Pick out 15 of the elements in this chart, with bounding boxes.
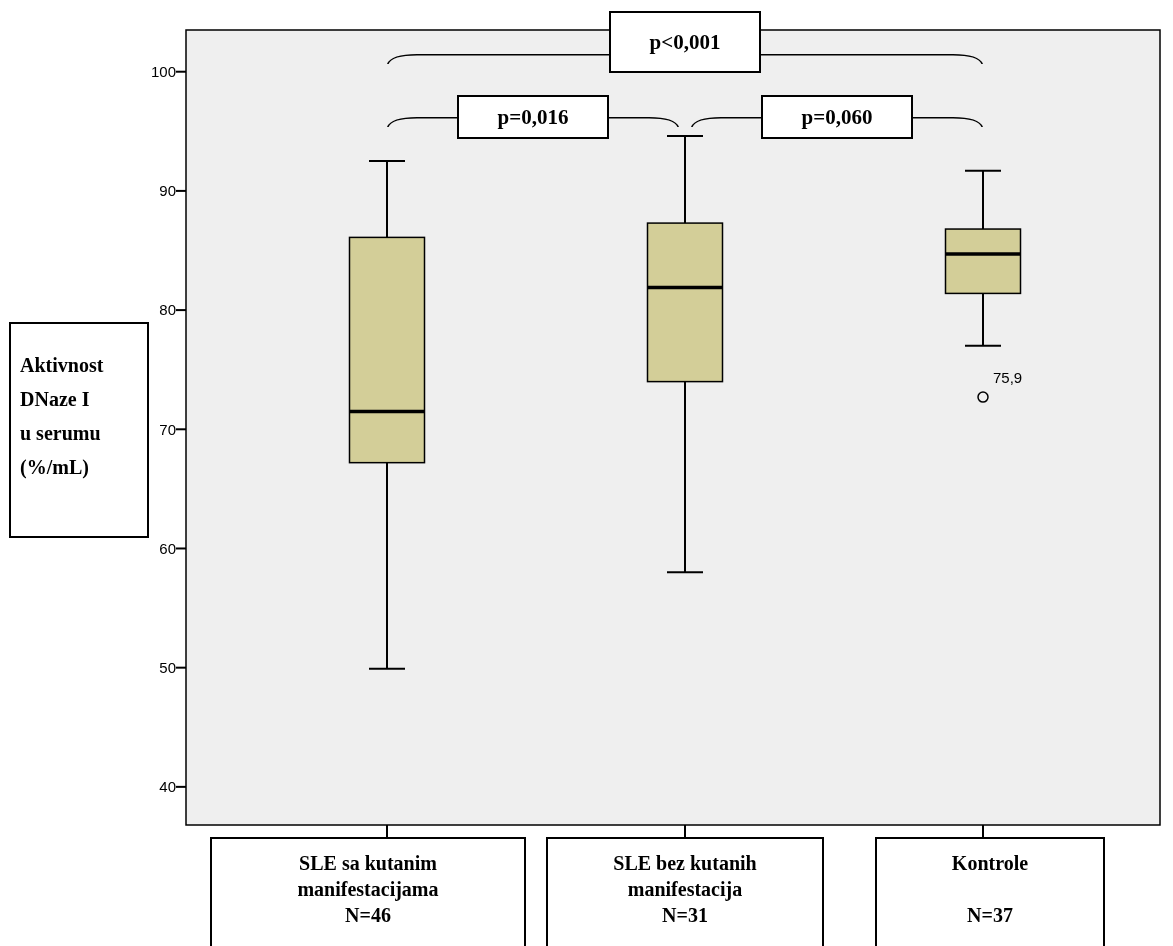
y-axis-title: Aktivnost DNaze I u serumu (%/mL): [20, 354, 104, 479]
annotation: 75,9: [993, 369, 1023, 387]
y-tick-label: 100: [150, 62, 176, 80]
y-tick-label: 60: [159, 539, 176, 557]
y-tick-label: 90: [159, 182, 176, 200]
x-tick-label: SLE bez kutanih manifestacija N=31: [613, 852, 757, 926]
y-tick-label: 50: [159, 658, 176, 676]
x-tick-label: SLE sa kutanim manifestacijama N=46: [297, 852, 439, 926]
y-tick-label: 40: [159, 778, 176, 796]
annotation: p=0,016: [497, 105, 569, 130]
category-label: Kontrole N=37: [951, 852, 1029, 926]
annotation: p=0,060: [801, 105, 873, 130]
y-tick-label: 70: [159, 420, 176, 438]
annotation: p<0,001: [649, 30, 721, 55]
y-tick-label: 80: [159, 301, 176, 319]
